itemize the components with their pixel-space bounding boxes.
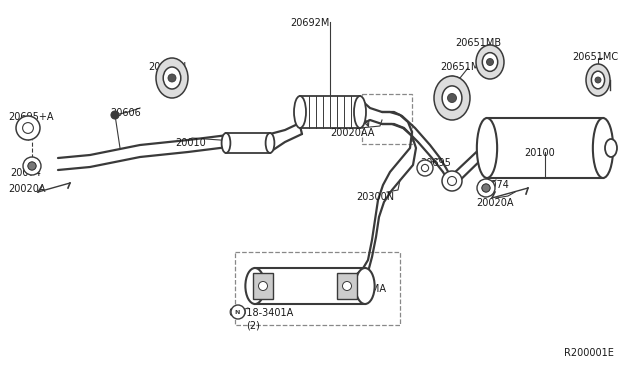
Text: 20651N: 20651N bbox=[148, 62, 186, 72]
Text: 20651MD: 20651MD bbox=[440, 62, 487, 72]
Circle shape bbox=[16, 116, 40, 140]
Circle shape bbox=[23, 157, 41, 175]
Text: 20606: 20606 bbox=[110, 108, 141, 118]
Circle shape bbox=[111, 111, 119, 119]
Text: 20651MB: 20651MB bbox=[455, 38, 501, 48]
Ellipse shape bbox=[586, 64, 610, 96]
Text: 20020A: 20020A bbox=[8, 184, 45, 194]
Bar bbox=[362, 94, 412, 144]
Ellipse shape bbox=[442, 86, 462, 110]
Circle shape bbox=[342, 282, 351, 291]
Text: 20692M: 20692M bbox=[290, 18, 330, 28]
Ellipse shape bbox=[266, 133, 275, 153]
Bar bbox=[255, 268, 365, 304]
Ellipse shape bbox=[221, 133, 230, 153]
Text: 20695+A: 20695+A bbox=[8, 112, 54, 122]
Circle shape bbox=[442, 171, 462, 191]
Text: 20010: 20010 bbox=[175, 138, 205, 148]
Text: 20020A: 20020A bbox=[476, 198, 513, 208]
Ellipse shape bbox=[245, 268, 264, 304]
Ellipse shape bbox=[156, 58, 188, 98]
Ellipse shape bbox=[355, 268, 374, 304]
Text: 20074: 20074 bbox=[478, 180, 509, 190]
Bar bbox=[253, 273, 273, 299]
Text: 20300N: 20300N bbox=[356, 192, 394, 202]
Ellipse shape bbox=[434, 76, 470, 120]
Text: 08918-3401A: 08918-3401A bbox=[228, 308, 293, 318]
Ellipse shape bbox=[294, 96, 306, 128]
Circle shape bbox=[259, 282, 268, 291]
Ellipse shape bbox=[591, 71, 605, 89]
Text: 20100: 20100 bbox=[524, 148, 555, 158]
Bar bbox=[300, 96, 360, 128]
Ellipse shape bbox=[605, 139, 617, 157]
Ellipse shape bbox=[477, 118, 497, 178]
Bar bbox=[337, 273, 357, 299]
Text: R200001E: R200001E bbox=[564, 348, 614, 358]
Text: (2): (2) bbox=[246, 320, 260, 330]
Circle shape bbox=[477, 179, 495, 197]
Circle shape bbox=[595, 77, 601, 83]
Circle shape bbox=[447, 93, 456, 103]
Text: 20020AA: 20020AA bbox=[330, 128, 374, 138]
Text: 20651MA: 20651MA bbox=[340, 284, 386, 294]
Bar bbox=[226, 133, 270, 153]
Text: N: N bbox=[234, 310, 240, 314]
Bar bbox=[487, 118, 603, 178]
Text: 20651MC: 20651MC bbox=[572, 52, 618, 62]
Circle shape bbox=[482, 184, 490, 192]
Circle shape bbox=[28, 162, 36, 170]
Circle shape bbox=[486, 58, 493, 65]
Ellipse shape bbox=[163, 67, 181, 89]
Text: 20074: 20074 bbox=[10, 168, 41, 178]
Ellipse shape bbox=[354, 96, 366, 128]
Ellipse shape bbox=[476, 45, 504, 79]
Bar bbox=[235, 252, 400, 325]
Circle shape bbox=[231, 305, 245, 319]
Circle shape bbox=[168, 74, 176, 82]
Text: 20695: 20695 bbox=[420, 158, 451, 168]
Ellipse shape bbox=[593, 118, 613, 178]
Ellipse shape bbox=[483, 53, 498, 71]
Circle shape bbox=[417, 160, 433, 176]
